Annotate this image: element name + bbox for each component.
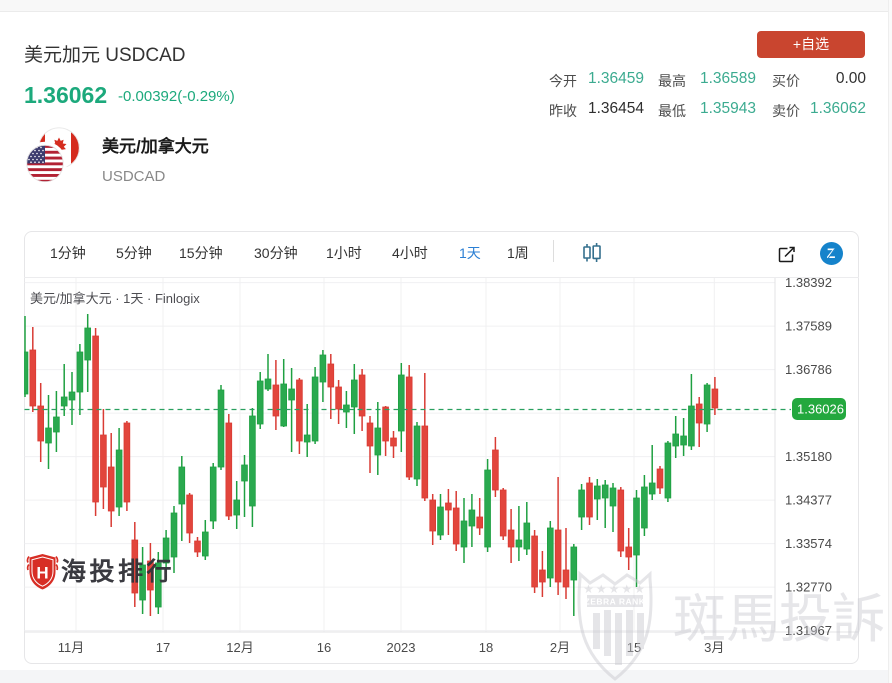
svg-text:★★★★★: ★★★★★ [583,582,647,596]
svg-text:H: H [36,564,48,583]
svg-text:17: 17 [156,640,170,655]
svg-text:2月: 2月 [550,640,570,655]
svg-text:1.35180: 1.35180 [785,449,832,464]
svg-text:18: 18 [479,640,493,655]
svg-text:1.38392: 1.38392 [785,275,832,290]
svg-text:1.32770: 1.32770 [785,580,832,595]
svg-text:11月: 11月 [58,640,85,655]
svg-text:1.36026: 1.36026 [797,402,844,417]
svg-text:海投排行: 海投排行 [61,557,175,586]
svg-text:ZEBRA RANK: ZEBRA RANK [585,597,646,607]
svg-text:12月: 12月 [226,640,253,655]
svg-text:1.31967: 1.31967 [785,623,832,638]
svg-text:美元/加拿大元 · 1天 · Finlogix: 美元/加拿大元 · 1天 · Finlogix [30,291,200,306]
svg-text:15: 15 [627,640,641,655]
svg-text:1.36786: 1.36786 [785,362,832,377]
svg-text:16: 16 [317,640,331,655]
svg-text:1.37589: 1.37589 [785,319,832,334]
svg-text:斑馬投訴: 斑馬投訴 [673,591,885,649]
svg-text:1.33574: 1.33574 [785,536,832,551]
svg-text:3月: 3月 [704,640,724,655]
svg-text:2023: 2023 [387,640,416,655]
svg-text:1.34377: 1.34377 [785,493,832,508]
